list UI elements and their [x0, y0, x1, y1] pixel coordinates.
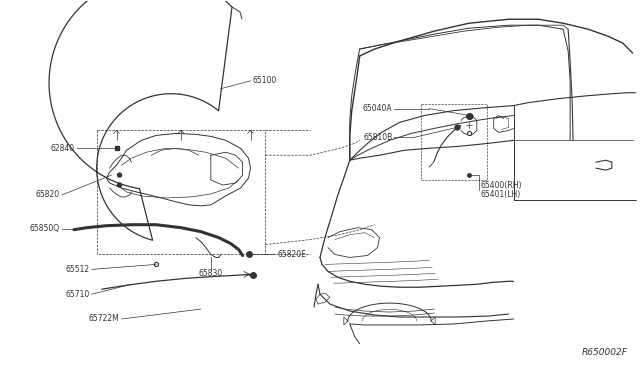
- Text: 65400(RH): 65400(RH): [481, 180, 522, 189]
- Text: 65401(LH): 65401(LH): [481, 190, 521, 199]
- Text: 65820: 65820: [36, 190, 60, 199]
- Text: 62840: 62840: [51, 144, 75, 153]
- Text: 65820E: 65820E: [277, 250, 306, 259]
- Text: 65040A: 65040A: [363, 104, 392, 113]
- Text: 65512: 65512: [66, 265, 90, 274]
- Circle shape: [118, 183, 122, 187]
- Text: 65710: 65710: [65, 290, 90, 299]
- Text: 65100: 65100: [253, 76, 276, 85]
- Text: 65830: 65830: [199, 269, 223, 278]
- Circle shape: [118, 173, 122, 177]
- Text: 65722M: 65722M: [89, 314, 120, 324]
- Text: 65850Q: 65850Q: [30, 224, 60, 233]
- Text: R650002F: R650002F: [582, 348, 628, 357]
- Text: 65810B: 65810B: [364, 133, 392, 142]
